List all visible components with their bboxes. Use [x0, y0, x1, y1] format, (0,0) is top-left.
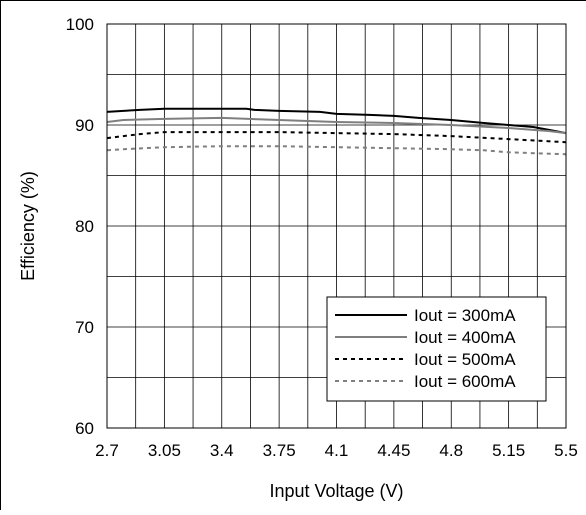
figure-frame-top	[0, 0, 586, 1]
x-tick-label: 3.05	[148, 441, 181, 460]
legend-label: Iout = 600mA	[414, 372, 516, 391]
series-line	[106, 107, 567, 135]
x-tick-label: 3.4	[210, 441, 234, 460]
x-axis-label: Input Voltage (V)	[269, 481, 403, 501]
legend-label: Iout = 300mA	[414, 306, 516, 325]
y-axis-label: Efficiency (%)	[18, 171, 38, 281]
legend: Iout = 300mA Iout = 400mA Iout = 500mA Iout…	[326, 296, 547, 402]
y-tick-label: 100	[66, 15, 94, 34]
x-tick-label: 2.7	[95, 441, 119, 460]
y-tick-label: 80	[75, 217, 94, 236]
y-tick-label: 60	[75, 419, 94, 438]
series-lines	[106, 107, 567, 156]
figure-frame-left	[0, 0, 1, 510]
legend-label: Iout = 400mA	[414, 328, 516, 347]
x-tick-label: 4.8	[439, 441, 463, 460]
x-tick-label: 4.45	[377, 441, 410, 460]
legend-label: Iout = 500mA	[414, 350, 516, 369]
tick-labels: 2.7 3.05 3.4 3.75 4.1 4.45 4.8 5.15 5.5 60 70 80 90 1…	[66, 15, 578, 460]
series-line	[106, 131, 567, 144]
x-tick-label: 5.5	[554, 441, 578, 460]
x-tick-label: 4.1	[325, 441, 349, 460]
plot-border	[106, 23, 567, 429]
series-line	[106, 116, 567, 135]
y-tick-label: 90	[75, 116, 94, 135]
x-tick-label: 5.15	[492, 441, 525, 460]
x-tick-label: 3.75	[263, 441, 296, 460]
y-tick-label: 70	[75, 318, 94, 337]
series-line	[106, 145, 567, 156]
